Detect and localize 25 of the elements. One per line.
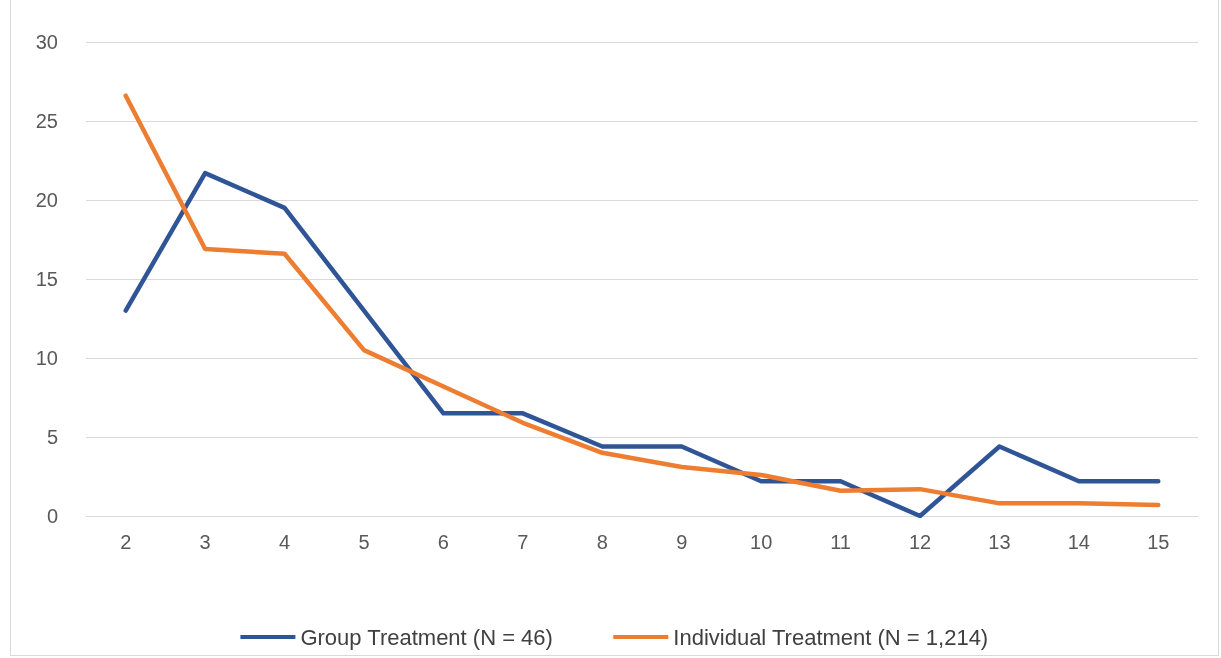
x-tick-label: 4: [279, 531, 291, 553]
legend-label: Individual Treatment (N = 1,214): [673, 624, 989, 650]
y-tick-label: 15: [35, 268, 58, 290]
x-tick-label: 8: [596, 531, 608, 553]
y-tick-label: 5: [46, 426, 58, 448]
x-tick-label: 14: [1067, 531, 1090, 553]
x-tick-label: 2: [120, 531, 132, 553]
x-tick-label: 7: [517, 531, 529, 553]
x-tick-label: 13: [988, 531, 1011, 553]
x-tick-label: 5: [358, 531, 370, 553]
x-tick-label: 6: [437, 531, 449, 553]
x-tick-label: 10: [750, 531, 773, 553]
x-tick-label: 11: [830, 531, 851, 553]
y-tick-label: 30: [35, 31, 58, 53]
x-tick-label: 9: [676, 531, 688, 553]
y-tick-label: 25: [35, 110, 58, 132]
line-series: [123, 93, 1161, 508]
y-tick-label: 20: [35, 189, 58, 211]
x-tick-label: 3: [199, 531, 211, 553]
legend-label: Group Treatment (N = 46): [300, 624, 553, 650]
x-tick-label: 15: [1147, 531, 1170, 553]
y-tick-label: 0: [46, 505, 58, 527]
line-series: [123, 170, 1161, 519]
y-tick-label: 10: [35, 347, 58, 369]
x-tick-label: 12: [908, 531, 932, 553]
